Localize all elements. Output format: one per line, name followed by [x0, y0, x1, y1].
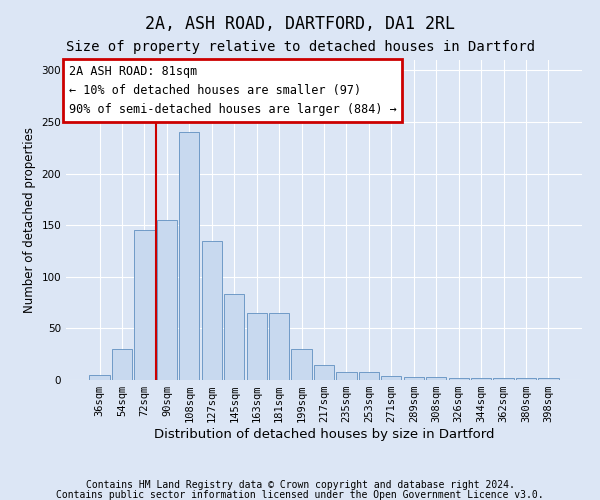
X-axis label: Distribution of detached houses by size in Dartford: Distribution of detached houses by size … — [154, 428, 494, 441]
Bar — [134, 230, 155, 380]
Bar — [493, 378, 514, 380]
Text: 2A, ASH ROAD, DARTFORD, DA1 2RL: 2A, ASH ROAD, DARTFORD, DA1 2RL — [145, 15, 455, 33]
Bar — [224, 294, 244, 380]
Bar — [314, 364, 334, 380]
Bar — [538, 378, 559, 380]
Bar — [89, 375, 110, 380]
Text: 2A ASH ROAD: 81sqm
← 10% of detached houses are smaller (97)
90% of semi-detache: 2A ASH ROAD: 81sqm ← 10% of detached hou… — [68, 65, 397, 116]
Bar — [179, 132, 199, 380]
Bar — [292, 349, 311, 380]
Text: Size of property relative to detached houses in Dartford: Size of property relative to detached ho… — [65, 40, 535, 54]
Bar — [449, 378, 469, 380]
Text: Contains public sector information licensed under the Open Government Licence v3: Contains public sector information licen… — [56, 490, 544, 500]
Bar — [202, 240, 222, 380]
Bar — [112, 349, 132, 380]
Bar — [471, 378, 491, 380]
Bar — [247, 313, 267, 380]
Bar — [381, 376, 401, 380]
Bar — [426, 377, 446, 380]
Bar — [157, 220, 177, 380]
Text: Contains HM Land Registry data © Crown copyright and database right 2024.: Contains HM Land Registry data © Crown c… — [86, 480, 514, 490]
Bar — [404, 377, 424, 380]
Bar — [359, 372, 379, 380]
Bar — [337, 372, 356, 380]
Bar — [516, 378, 536, 380]
Bar — [269, 313, 289, 380]
Y-axis label: Number of detached properties: Number of detached properties — [23, 127, 36, 313]
